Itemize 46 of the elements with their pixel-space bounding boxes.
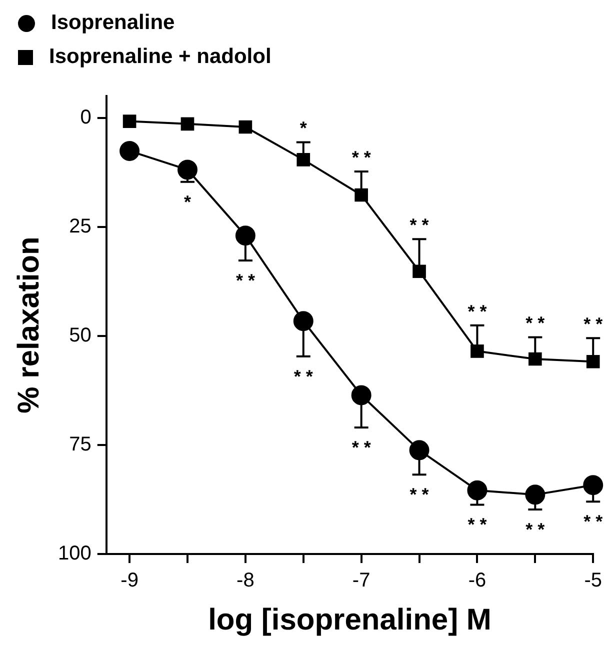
point [180, 117, 194, 131]
point [238, 120, 252, 134]
annotation: * [300, 118, 307, 138]
y-tick-label: 50 [69, 324, 92, 346]
annotation: * * [294, 366, 313, 386]
y-tick-label: 100 [58, 542, 92, 565]
point [409, 440, 430, 460]
x-tick-label: -8 [236, 570, 254, 592]
y-tick-label: 25 [69, 215, 92, 238]
annotation: * * [584, 314, 603, 334]
legend-label: Isoprenaline + nadolol [49, 45, 272, 69]
point [528, 352, 542, 366]
x-tick-label: -6 [468, 570, 486, 592]
x-axis-title: log [isoprenaline] M [208, 603, 492, 636]
point [177, 160, 198, 180]
annotation: * * [236, 270, 255, 290]
annotation: * [184, 192, 191, 212]
y-tick-label: 75 [69, 433, 92, 456]
point [120, 140, 140, 161]
legend-label: Isoprenaline [51, 11, 175, 35]
point [525, 484, 546, 505]
point [122, 114, 136, 128]
x-tick-label: -5 [584, 570, 602, 592]
annotation: * * [584, 512, 603, 532]
point [354, 188, 368, 202]
annotation: * * [526, 313, 545, 334]
annotation: * * [468, 301, 487, 322]
point [583, 475, 604, 496]
annotation: * * [352, 147, 371, 168]
point [467, 480, 488, 500]
y-tick-label: 0 [80, 106, 92, 128]
annotation: * * [352, 437, 371, 458]
point [296, 153, 310, 166]
point [293, 311, 314, 332]
point [412, 264, 426, 278]
point [351, 385, 372, 406]
point [586, 354, 600, 368]
annotation: * * [410, 215, 429, 236]
point [235, 226, 256, 246]
y-axis-title: % relaxation [12, 236, 46, 414]
annotation: * * [526, 519, 545, 540]
x-tick-label: -7 [352, 570, 370, 592]
annotation: * * [410, 484, 429, 505]
annotation: * * [468, 514, 487, 535]
x-tick-label: -9 [120, 570, 138, 592]
point [470, 344, 484, 358]
